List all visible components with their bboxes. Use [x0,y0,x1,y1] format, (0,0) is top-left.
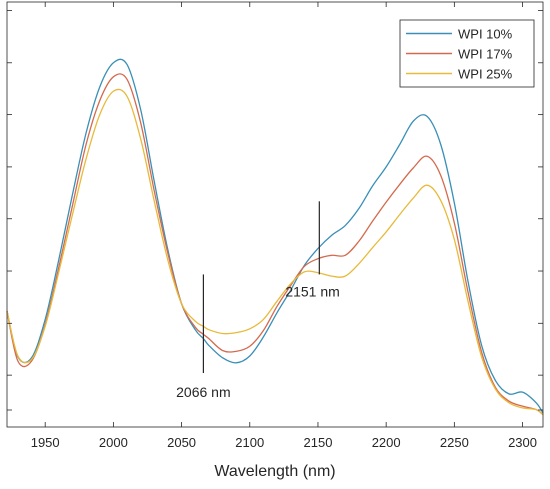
axes-box [6,1,544,428]
series-line-3 [6,88,544,416]
x-axis-title: Wavelength (nm) [214,463,335,480]
series-line-2 [6,73,544,416]
series-line-1 [6,58,544,414]
series-layer [6,58,544,416]
x-tick-label: 2300 [508,435,537,450]
annotation-label-1: 2066 nm [176,384,230,400]
x-tick-label: 2000 [99,435,128,450]
x-tick-label: 2150 [304,435,333,450]
legend-label-2: WPI 17% [458,47,513,62]
legend: WPI 10% WPI 17% WPI 25% [399,19,535,88]
legend-label-1: WPI 10% [458,27,513,42]
annotation-layer: 2066 nm 2151 nm [176,201,340,400]
x-tick-label: 1950 [31,435,60,450]
axis-layer: 1950 2000 2050 2100 2150 2200 2250 2300 [6,1,544,450]
x-tick-label: 2250 [440,435,469,450]
x-tick-label: 2050 [167,435,196,450]
annotation-label-2: 2151 nm [285,283,339,299]
x-tick-label: 2200 [372,435,401,450]
legend-label-3: WPI 25% [458,67,513,82]
x-tick-label: 2100 [235,435,264,450]
